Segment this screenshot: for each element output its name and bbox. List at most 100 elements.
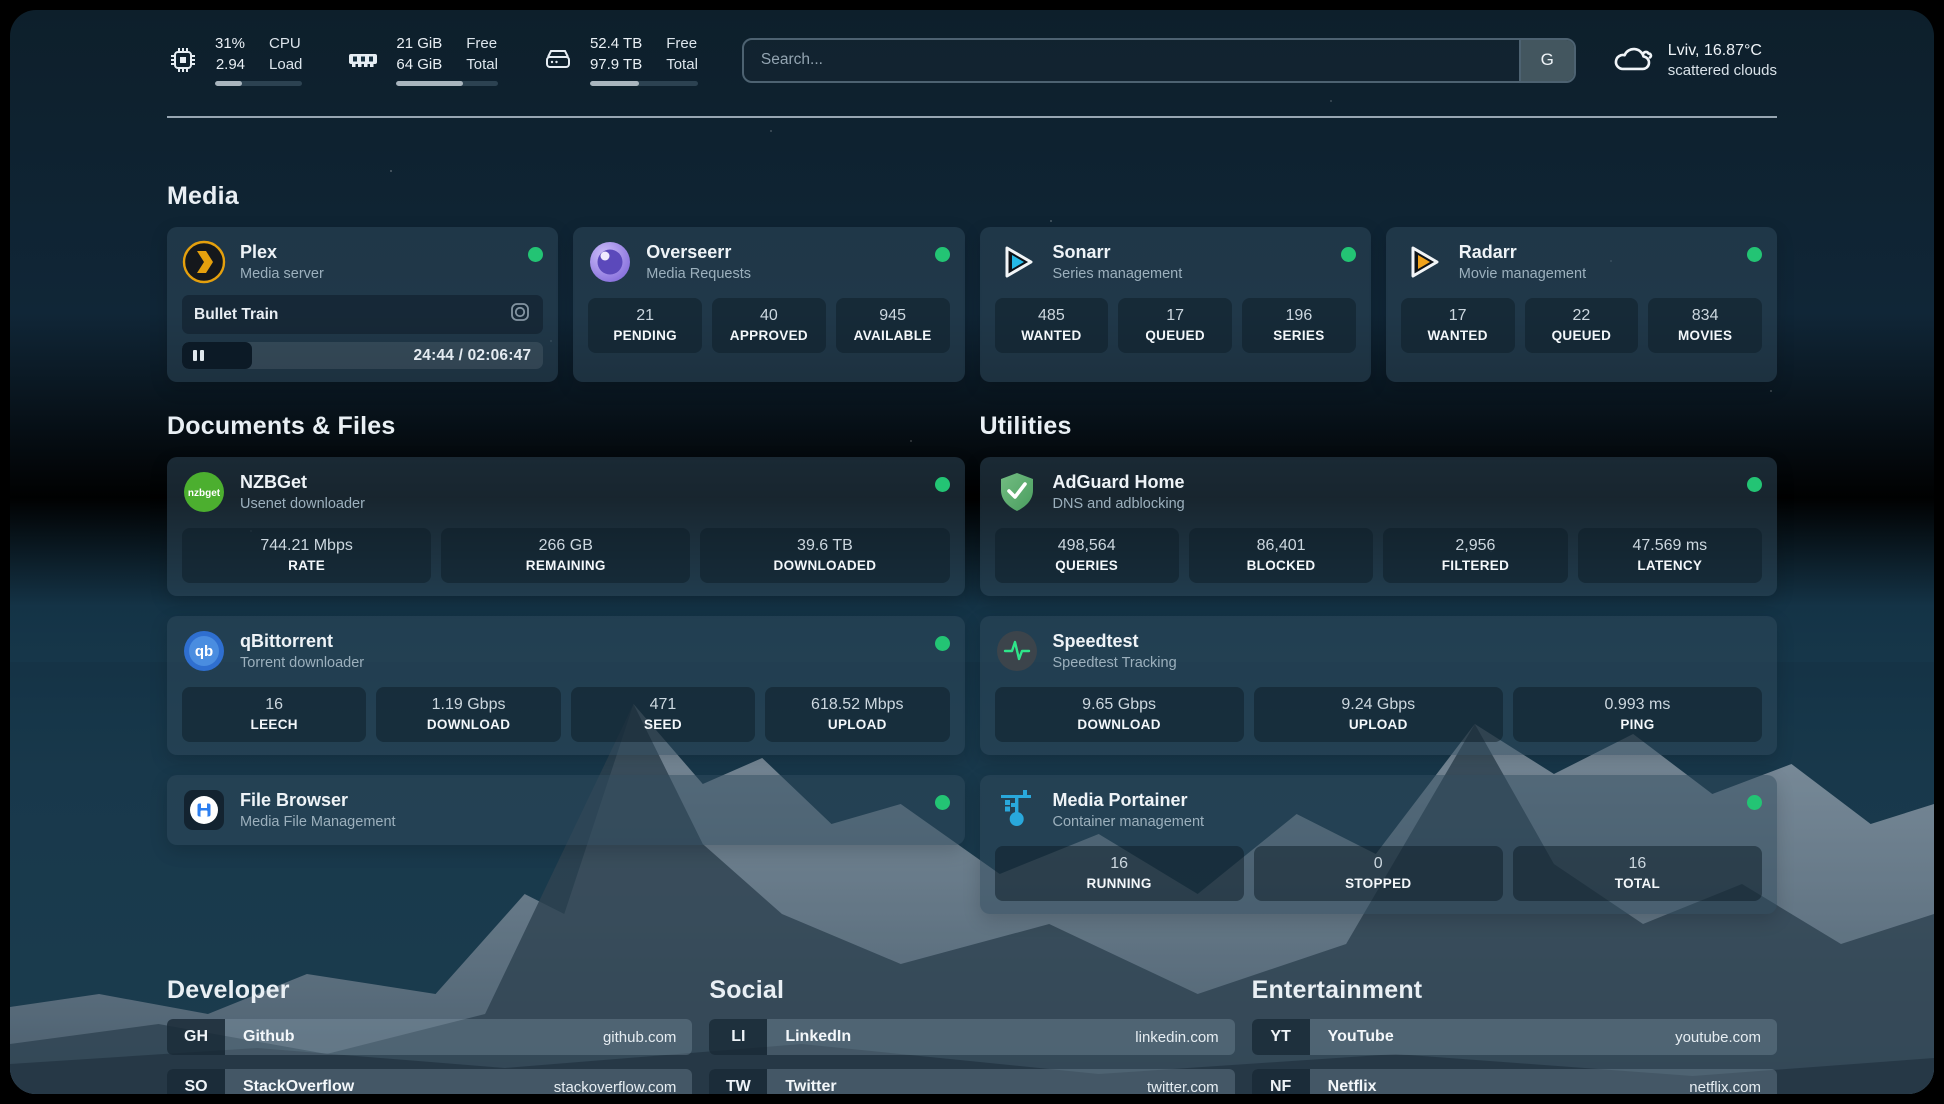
link-url: youtube.com <box>1675 1028 1761 1046</box>
link-youtube[interactable]: YT YouTube youtube.com <box>1251 1019 1777 1055</box>
status-dot <box>934 477 950 492</box>
weather-condition: scattered clouds <box>1667 61 1777 79</box>
plex-card[interactable]: Plex Media server Bullet Train <box>167 227 559 382</box>
cpu-load-value: 2.94 <box>215 56 246 73</box>
memory-free-value: 21 GiB <box>396 35 443 52</box>
developer-links: Developer GH Github github.com SO StackO… <box>167 976 693 1095</box>
header-divider <box>167 116 1777 118</box>
adguard-card[interactable]: AdGuard Home DNS and adblocking 498,564 … <box>979 457 1777 596</box>
link-label: Github <box>243 1028 295 1045</box>
link-label: LinkedIn <box>785 1028 852 1045</box>
memory-free-label: Free <box>466 35 498 52</box>
disk-free-value: 52.4 TB <box>589 35 643 52</box>
overseerr-card[interactable]: Overseerr Media Requests 21 PENDING 40 A… <box>573 227 965 382</box>
stat-box: 17 WANTED <box>1400 298 1515 353</box>
cpu-usage-bar-fill <box>215 81 243 86</box>
link-abbr: NF <box>1251 1069 1310 1094</box>
filebrowser-card[interactable]: File Browser Media File Management <box>167 775 965 845</box>
svg-text:qb: qb <box>195 643 213 660</box>
link-label: StackOverflow <box>243 1078 355 1094</box>
link-abbr: GH <box>167 1019 225 1055</box>
stat-box: 16 LEECH <box>182 687 367 742</box>
portainer-icon <box>995 788 1039 832</box>
memory-stat: 21 GiB Free 64 GiB Total <box>346 34 498 86</box>
stat-box: 471 SEED <box>570 687 756 742</box>
weather-widget: Lviv, 16.87°C scattered clouds <box>1612 41 1777 80</box>
playback-elapsed-fill <box>182 342 253 369</box>
status-dot <box>528 247 544 262</box>
app-name: Overseerr <box>646 242 732 262</box>
app-desc: Media server <box>240 266 324 282</box>
memory-total-label: Total <box>466 56 498 73</box>
stat-box: 9.65 Gbps DOWNLOAD <box>994 687 1244 742</box>
link-linkedin[interactable]: LI LinkedIn linkedin.com <box>709 1019 1235 1055</box>
status-dot <box>934 247 950 262</box>
stat-box: 266 GB REMAINING <box>441 528 691 583</box>
stat-box: 22 QUEUED <box>1524 298 1639 353</box>
link-stackoverflow[interactable]: SO StackOverflow stackoverflow.com <box>167 1069 693 1095</box>
cpu-icon <box>167 44 199 76</box>
memory-usage-bar-fill <box>396 81 464 86</box>
stat-box: 834 MOVIES <box>1648 298 1762 353</box>
search-input[interactable] <box>743 39 1519 81</box>
link-netflix[interactable]: NF Netflix netflix.com <box>1251 1069 1777 1094</box>
stat-box: 16 TOTAL <box>1512 846 1763 901</box>
sonarr-card[interactable]: Sonarr Series management 485 WANTED 17 Q… <box>979 227 1371 382</box>
pause-icon[interactable] <box>193 350 204 361</box>
media-grid: Plex Media server Bullet Train <box>167 227 1777 382</box>
disk-stat: 52.4 TB Free 97.9 TB Total <box>542 34 698 86</box>
app-desc: Media Requests <box>646 266 752 282</box>
stat-box: 17 QUEUED <box>1118 298 1232 353</box>
plex-icon <box>182 240 226 284</box>
playback-progress-bar[interactable]: 24:44 / 02:06:47 <box>182 342 544 369</box>
stat-box: 485 WANTED <box>994 298 1109 353</box>
status-dot <box>1340 247 1356 262</box>
disk-usage-bar <box>589 81 698 86</box>
link-url: stackoverflow.com <box>553 1078 677 1095</box>
radarr-icon <box>1401 240 1445 284</box>
filebrowser-icon <box>182 788 226 832</box>
ram-icon <box>346 44 380 76</box>
section-title-utilities: Utilities <box>979 412 1072 440</box>
link-label: Netflix <box>1327 1078 1377 1094</box>
cpu-usage-bar <box>215 81 303 86</box>
sonarr-icon <box>995 240 1039 284</box>
disk-icon <box>542 44 574 76</box>
stat-box: 1.19 Gbps DOWNLOAD <box>376 687 561 742</box>
memory-usage-bar <box>396 81 498 86</box>
stat-box: 39.6 TB DOWNLOADED <box>700 528 950 583</box>
search-engine-button[interactable]: G <box>1518 39 1574 81</box>
speedtest-card[interactable]: Speedtest Speedtest Tracking 9.65 Gbps D… <box>979 616 1777 755</box>
app-desc: Container management <box>1052 814 1205 830</box>
topbar: 31% CPU 2.94 Load <box>167 10 1777 86</box>
app-desc: Movie management <box>1458 266 1587 282</box>
adguard-icon <box>995 470 1039 514</box>
section-title-entertainment: Entertainment <box>1251 976 1423 1004</box>
qbittorrent-icon: qb <box>182 629 226 673</box>
link-abbr: YT <box>1251 1019 1310 1055</box>
overseerr-icon <box>588 240 632 284</box>
portainer-card[interactable]: Media Portainer Container management 16 … <box>979 775 1777 914</box>
app-desc: Usenet downloader <box>240 496 365 512</box>
stat-box: 945 AVAILABLE <box>835 298 950 353</box>
link-twitter[interactable]: TW Twitter twitter.com <box>709 1069 1235 1094</box>
section-title-social: Social <box>709 976 785 1004</box>
dashboard-window: 31% CPU 2.94 Load <box>10 10 1934 1094</box>
app-name: NZBGet <box>240 472 307 492</box>
app-desc: Torrent downloader <box>240 655 365 671</box>
status-dot <box>934 636 950 651</box>
weather-location: Lviv, 16.87°C <box>1667 41 1762 59</box>
radarr-card[interactable]: Radarr Movie management 17 WANTED 22 QUE… <box>1385 227 1777 382</box>
link-github[interactable]: GH Github github.com <box>167 1019 693 1055</box>
stat-box: 0.993 ms PING <box>1512 687 1763 742</box>
status-dot <box>934 795 950 810</box>
qbittorrent-card[interactable]: qb qBittorrent Torrent downloader 16 LEE… <box>167 616 965 755</box>
disk-free-label: Free <box>666 35 698 52</box>
entertainment-links: Entertainment YT YouTube youtube.com NF … <box>1251 976 1777 1094</box>
link-abbr: SO <box>167 1069 225 1094</box>
nzbget-card[interactable]: nzbget NZBGet Usenet downloader 744.21 M… <box>167 457 965 596</box>
stat-box: 0 STOPPED <box>1253 846 1503 901</box>
nzbget-icon: nzbget <box>182 470 226 514</box>
disk-total-value: 97.9 TB <box>589 56 643 73</box>
app-name: AdGuard Home <box>1052 472 1185 492</box>
